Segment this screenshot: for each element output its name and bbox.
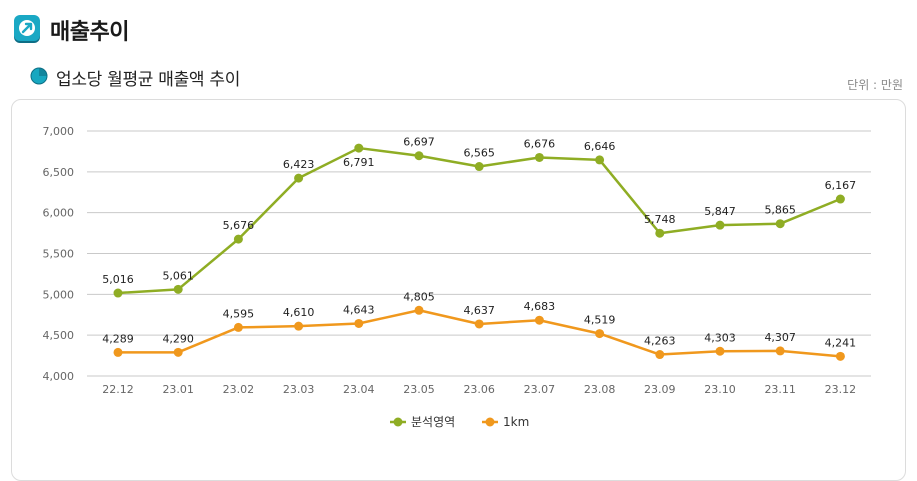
y-tick-label: 5,000	[43, 288, 75, 301]
data-point[interactable]	[474, 319, 484, 329]
data-point[interactable]	[835, 351, 845, 361]
x-tick-label: 23.02	[223, 383, 255, 396]
data-label: 5,847	[704, 205, 736, 218]
section-bullet-icon	[30, 67, 48, 85]
data-label: 4,683	[524, 300, 556, 313]
unit-label: 단위 : 만원	[847, 78, 903, 92]
y-tick-label: 4,500	[43, 329, 75, 342]
data-label: 6,791	[343, 156, 375, 169]
data-point[interactable]	[775, 346, 785, 356]
data-label: 4,519	[584, 314, 616, 327]
data-label: 4,290	[162, 332, 194, 345]
data-point[interactable]	[715, 220, 725, 230]
page-title: 매출추이	[50, 20, 129, 45]
data-label: 4,610	[283, 306, 315, 319]
x-tick-label: 23.05	[403, 383, 435, 396]
data-label: 4,637	[463, 304, 495, 317]
data-point[interactable]	[595, 329, 605, 339]
data-label: 4,289	[102, 332, 134, 345]
y-tick-label: 4,000	[43, 370, 75, 383]
data-point[interactable]	[595, 155, 605, 165]
data-label: 5,865	[764, 204, 796, 217]
y-tick-label: 6,500	[43, 166, 75, 179]
data-point[interactable]	[655, 350, 665, 360]
data-point[interactable]	[655, 228, 665, 238]
x-tick-label: 23.01	[162, 383, 194, 396]
data-point[interactable]	[354, 143, 364, 153]
x-tick-label: 23.10	[704, 383, 736, 396]
data-point[interactable]	[294, 173, 304, 183]
x-tick-label: 23.04	[343, 383, 375, 396]
x-tick-label: 23.06	[463, 383, 495, 396]
chart-section-title: 업소당 월평균 매출액 추이	[56, 70, 241, 90]
data-point[interactable]	[715, 346, 725, 356]
data-label: 5,061	[162, 269, 194, 282]
data-label: 6,423	[283, 158, 315, 171]
data-point[interactable]	[534, 152, 544, 162]
x-tick-label: 23.03	[283, 383, 315, 396]
y-tick-label: 6,000	[43, 207, 75, 220]
data-label: 4,241	[825, 336, 857, 349]
legend-item-label[interactable]: 1km	[503, 415, 529, 429]
data-label: 6,676	[524, 137, 556, 150]
sales-trend-chart: 4,000 4,500 5,000 5,500 6,000 6,500 7,000 22.12…	[43, 125, 871, 429]
data-label: 6,565	[463, 147, 495, 160]
data-label: 6,697	[403, 136, 435, 149]
data-label: 5,016	[102, 273, 134, 286]
legend-marker-dot	[393, 417, 403, 427]
data-point[interactable]	[113, 347, 123, 357]
x-tick-label: 23.11	[764, 383, 796, 396]
data-label: 4,805	[403, 290, 435, 303]
data-label: 4,595	[223, 307, 255, 320]
data-label: 4,643	[343, 303, 375, 316]
data-label: 4,307	[764, 331, 796, 344]
x-tick-label: 23.12	[825, 383, 857, 396]
data-point[interactable]	[414, 151, 424, 161]
data-label: 4,303	[704, 331, 736, 344]
data-label: 6,646	[584, 140, 616, 153]
data-point[interactable]	[775, 219, 785, 229]
data-point[interactable]	[173, 347, 183, 357]
legend-marker-dot	[485, 417, 495, 427]
data-point[interactable]	[474, 162, 484, 172]
x-tick-label: 23.08	[584, 383, 616, 396]
app-logo-icon	[14, 15, 40, 43]
data-point[interactable]	[233, 234, 243, 244]
y-tick-label: 5,500	[43, 248, 75, 261]
x-tick-label: 22.12	[102, 383, 134, 396]
data-point[interactable]	[835, 194, 845, 204]
data-point[interactable]	[233, 322, 243, 332]
data-point[interactable]	[534, 315, 544, 325]
data-label: 4,263	[644, 335, 676, 348]
y-tick-label: 7,000	[43, 125, 75, 138]
data-point[interactable]	[113, 288, 123, 298]
legend-item-label[interactable]: 분석영역	[411, 415, 455, 429]
data-label: 6,167	[825, 179, 857, 192]
data-label: 5,748	[644, 213, 676, 226]
x-tick-label: 23.07	[524, 383, 556, 396]
x-tick-label: 23.09	[644, 383, 676, 396]
data-point[interactable]	[354, 318, 364, 328]
data-point[interactable]	[414, 305, 424, 315]
data-point[interactable]	[294, 321, 304, 331]
data-label: 5,676	[223, 219, 255, 232]
data-point[interactable]	[173, 284, 183, 294]
